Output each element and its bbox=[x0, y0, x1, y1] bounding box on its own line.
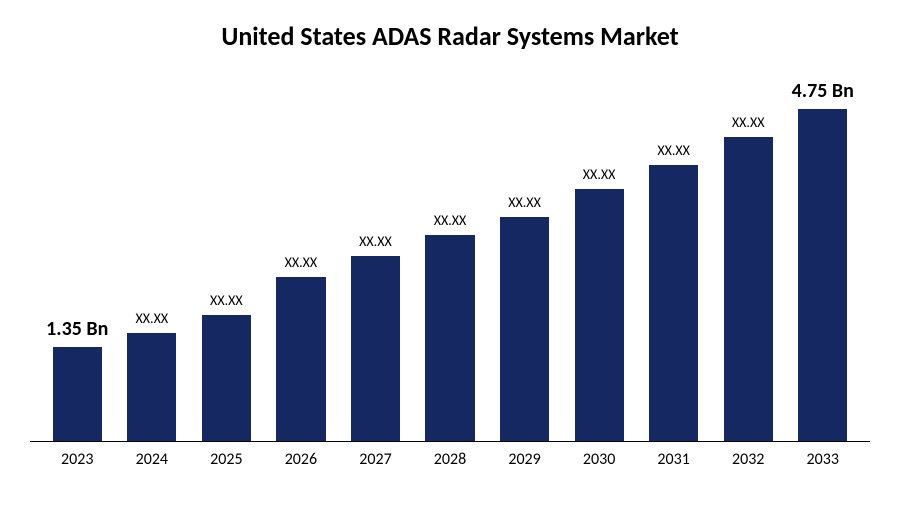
bar-group: XX.XX bbox=[338, 92, 413, 441]
x-axis-label: 2024 bbox=[115, 450, 190, 469]
bar-group: XX.XX bbox=[711, 92, 786, 441]
bar bbox=[724, 137, 773, 442]
bar bbox=[425, 235, 474, 442]
x-axis-label: 2027 bbox=[338, 450, 413, 469]
bar-group: 1.35 Bn bbox=[40, 92, 115, 441]
bar-group: XX.XX bbox=[562, 92, 637, 441]
bar bbox=[127, 333, 176, 442]
bar bbox=[575, 189, 624, 441]
bar-group: XX.XX bbox=[487, 92, 562, 441]
bar-group: XX.XX bbox=[413, 92, 488, 441]
bar-value-label: XX.XX bbox=[136, 310, 169, 327]
x-axis-label: 2032 bbox=[711, 450, 786, 469]
bar-group: 4.75 Bn bbox=[785, 92, 860, 441]
bar bbox=[649, 165, 698, 442]
bar-value-label: XX.XX bbox=[210, 292, 243, 309]
chart-title: United States ADAS Radar Systems Market bbox=[30, 20, 870, 52]
bar bbox=[53, 347, 102, 442]
x-axis-label: 2030 bbox=[562, 450, 637, 469]
x-axis-label: 2023 bbox=[40, 450, 115, 469]
bar bbox=[202, 315, 251, 441]
bar-group: XX.XX bbox=[189, 92, 264, 441]
chart-area: 1.35 Bn XX.XX XX.XX XX.XX XX.XX XX.XX XX.XX XX.… bbox=[30, 92, 870, 472]
bar bbox=[798, 109, 847, 442]
bar-value-label: XX.XX bbox=[508, 194, 541, 211]
bar-value-label: XX.XX bbox=[359, 233, 392, 250]
bar-value-label: 4.75 Bn bbox=[792, 79, 854, 103]
x-axis-label: 2026 bbox=[264, 450, 339, 469]
x-axis-label: 2029 bbox=[487, 450, 562, 469]
bar-group: XX.XX bbox=[636, 92, 711, 441]
bar-value-label: XX.XX bbox=[732, 114, 765, 131]
x-axis-label: 2028 bbox=[413, 450, 488, 469]
bar-value-label: XX.XX bbox=[434, 212, 467, 229]
bar-value-label: XX.XX bbox=[285, 254, 318, 271]
bar bbox=[351, 256, 400, 442]
bar bbox=[276, 277, 325, 442]
bar-value-label: XX.XX bbox=[583, 166, 616, 183]
bar bbox=[500, 217, 549, 441]
x-axis-labels: 2023202420252026202720282029203020312032… bbox=[30, 442, 870, 469]
bar-group: XX.XX bbox=[264, 92, 339, 441]
bar-value-label: XX.XX bbox=[657, 142, 690, 159]
bars-container: 1.35 Bn XX.XX XX.XX XX.XX XX.XX XX.XX XX.XX XX.… bbox=[30, 92, 870, 442]
bar-value-label: 1.35 Bn bbox=[46, 317, 108, 341]
bar-group: XX.XX bbox=[115, 92, 190, 441]
x-axis-label: 2033 bbox=[785, 450, 860, 469]
x-axis-label: 2025 bbox=[189, 450, 264, 469]
x-axis-label: 2031 bbox=[636, 450, 711, 469]
